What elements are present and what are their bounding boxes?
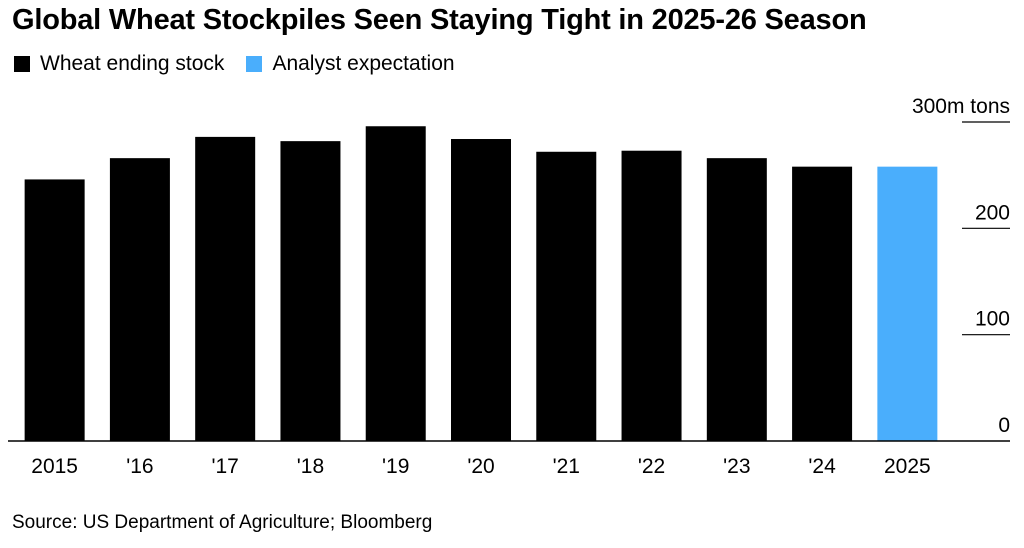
bars [24,126,938,442]
legend-item-analyst-expectation: Analyst expectation [246,52,455,76]
bar-2025 [877,166,938,441]
legend-swatch-blue [246,56,263,72]
bar-19 [365,126,426,442]
x-axis-labels: 2015 '16 '17 '18 '19 '20 '21 '22 '23 '24 2025 [31,455,930,478]
y-tick-label-200: 200 [975,201,1010,224]
bar-2015 [24,179,85,442]
bar-18 [280,141,341,441]
x-tick-label-19: '19 [382,455,409,478]
x-tick-label-2025: 2025 [884,455,931,478]
legend-item-wheat-ending-stock: Wheat ending stock [14,52,224,76]
y-axis-labels: 0 100 200 300m tons [912,95,1010,437]
x-tick-label-2015: 2015 [31,455,78,478]
legend-swatch-black [14,56,30,72]
x-tick-label-20: '20 [467,455,494,478]
x-tick-label-16: '16 [126,455,153,478]
y-tick-label-100: 100 [975,308,1010,331]
legend-label-analyst-expectation: Analyst expectation [272,52,455,75]
y-tick-label-0: 0 [998,414,1010,437]
x-tick-label-17: '17 [211,455,238,478]
source-note: Source: US Department of Agriculture; Bl… [12,512,433,533]
bar-chart: 0 100 200 300m tons 2015 '16 '17 '18 '19 '20 '21 '… [8,95,1010,478]
x-tick-label-24: '24 [808,455,836,478]
x-tick-label-22: '22 [638,455,665,478]
bar-24 [792,166,853,441]
chart-legend: Wheat ending stock Analyst expectation [14,52,477,76]
x-tick-label-21: '21 [553,455,580,478]
bar-22 [621,150,682,441]
y-axis-gridlines [962,121,1010,336]
legend-label-wheat-ending-stock: Wheat ending stock [40,52,225,75]
bar-20 [451,139,511,441]
bar-17 [195,136,256,442]
x-tick-label-23: '23 [723,455,750,478]
bar-21 [536,151,597,442]
bar-16 [109,158,170,442]
bar-23 [706,158,767,442]
x-tick-label-18: '18 [297,455,324,478]
chart-title: Global Wheat Stockpiles Seen Staying Tig… [12,4,867,36]
y-tick-label-300: 300m tons [912,95,1010,118]
